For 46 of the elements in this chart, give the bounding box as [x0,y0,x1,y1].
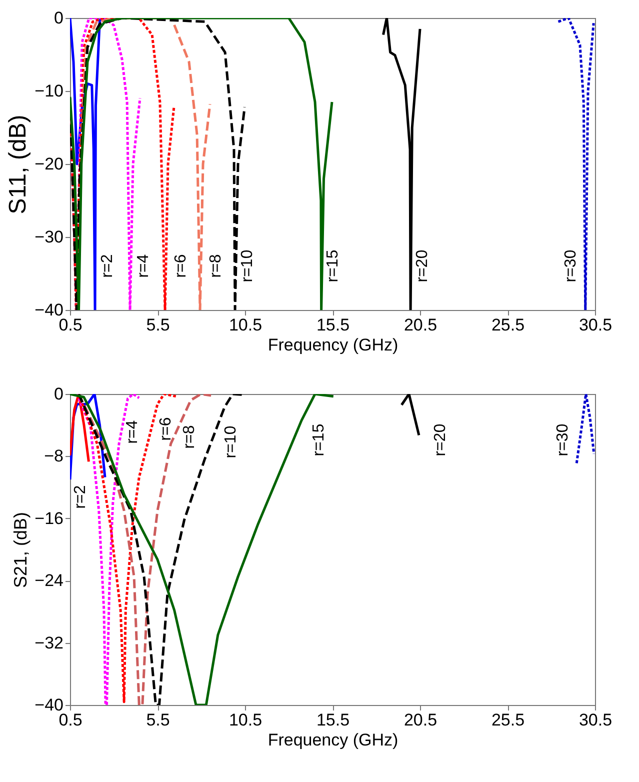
text: r=15 [324,250,342,282]
text: r=2 [72,485,89,509]
x-tick-label: 20.5 [404,316,438,334]
y-tick-label: 0 [54,384,64,404]
x-tick-label: 30.5 [578,710,612,730]
text: r=4 [124,420,142,444]
text: r=20 [414,250,431,282]
x-tick-label: 10.5 [228,710,262,730]
y-tick-label: −10 [34,82,64,100]
y-tick-label: −24 [34,571,64,590]
x-tick-label: 15.5 [316,316,350,334]
x-axis-title: Frequency (GHz) [268,730,398,750]
y-tick-label: 0 [54,8,64,28]
text: r=6 [157,417,174,441]
text: r=15 [310,424,328,456]
text: r=4 [134,254,152,278]
y-axis-title: S11, (dB) [4,114,32,214]
line-series [70,394,335,705]
x-axis-title: Frequency (GHz) [268,336,398,354]
text: r=2 [98,254,116,278]
line-series [575,394,595,464]
y-tick-label: −20 [34,154,64,174]
line-series [557,18,595,310]
text: r=30 [562,250,580,282]
text: r=20 [432,424,449,456]
line-series [70,18,176,310]
x-tick-label: 5.5 [146,316,170,334]
text: r=8 [207,254,224,278]
x-tick-label: 25.5 [491,316,525,334]
x-tick-label: 25.5 [491,710,525,730]
y-tick-label: −32 [34,633,64,652]
x-tick-label: 5.5 [146,710,170,730]
text: r=10 [222,426,240,458]
text: r=30 [554,424,572,456]
y-tick-label: −8 [44,446,64,466]
y-tick-label: −16 [34,508,64,528]
x-tick-label: 20.5 [404,710,438,730]
text: r=6 [172,254,190,278]
line-series [76,394,140,705]
x-tick-label: 15.5 [316,710,350,730]
x-tick-label: 30.5 [578,316,612,334]
text: r=8 [181,425,198,449]
y-axis-title: S21, (dB) [10,512,31,588]
text: r=10 [238,250,256,282]
y-tick-label: −30 [34,228,64,246]
x-tick-label: 10.5 [228,316,262,334]
